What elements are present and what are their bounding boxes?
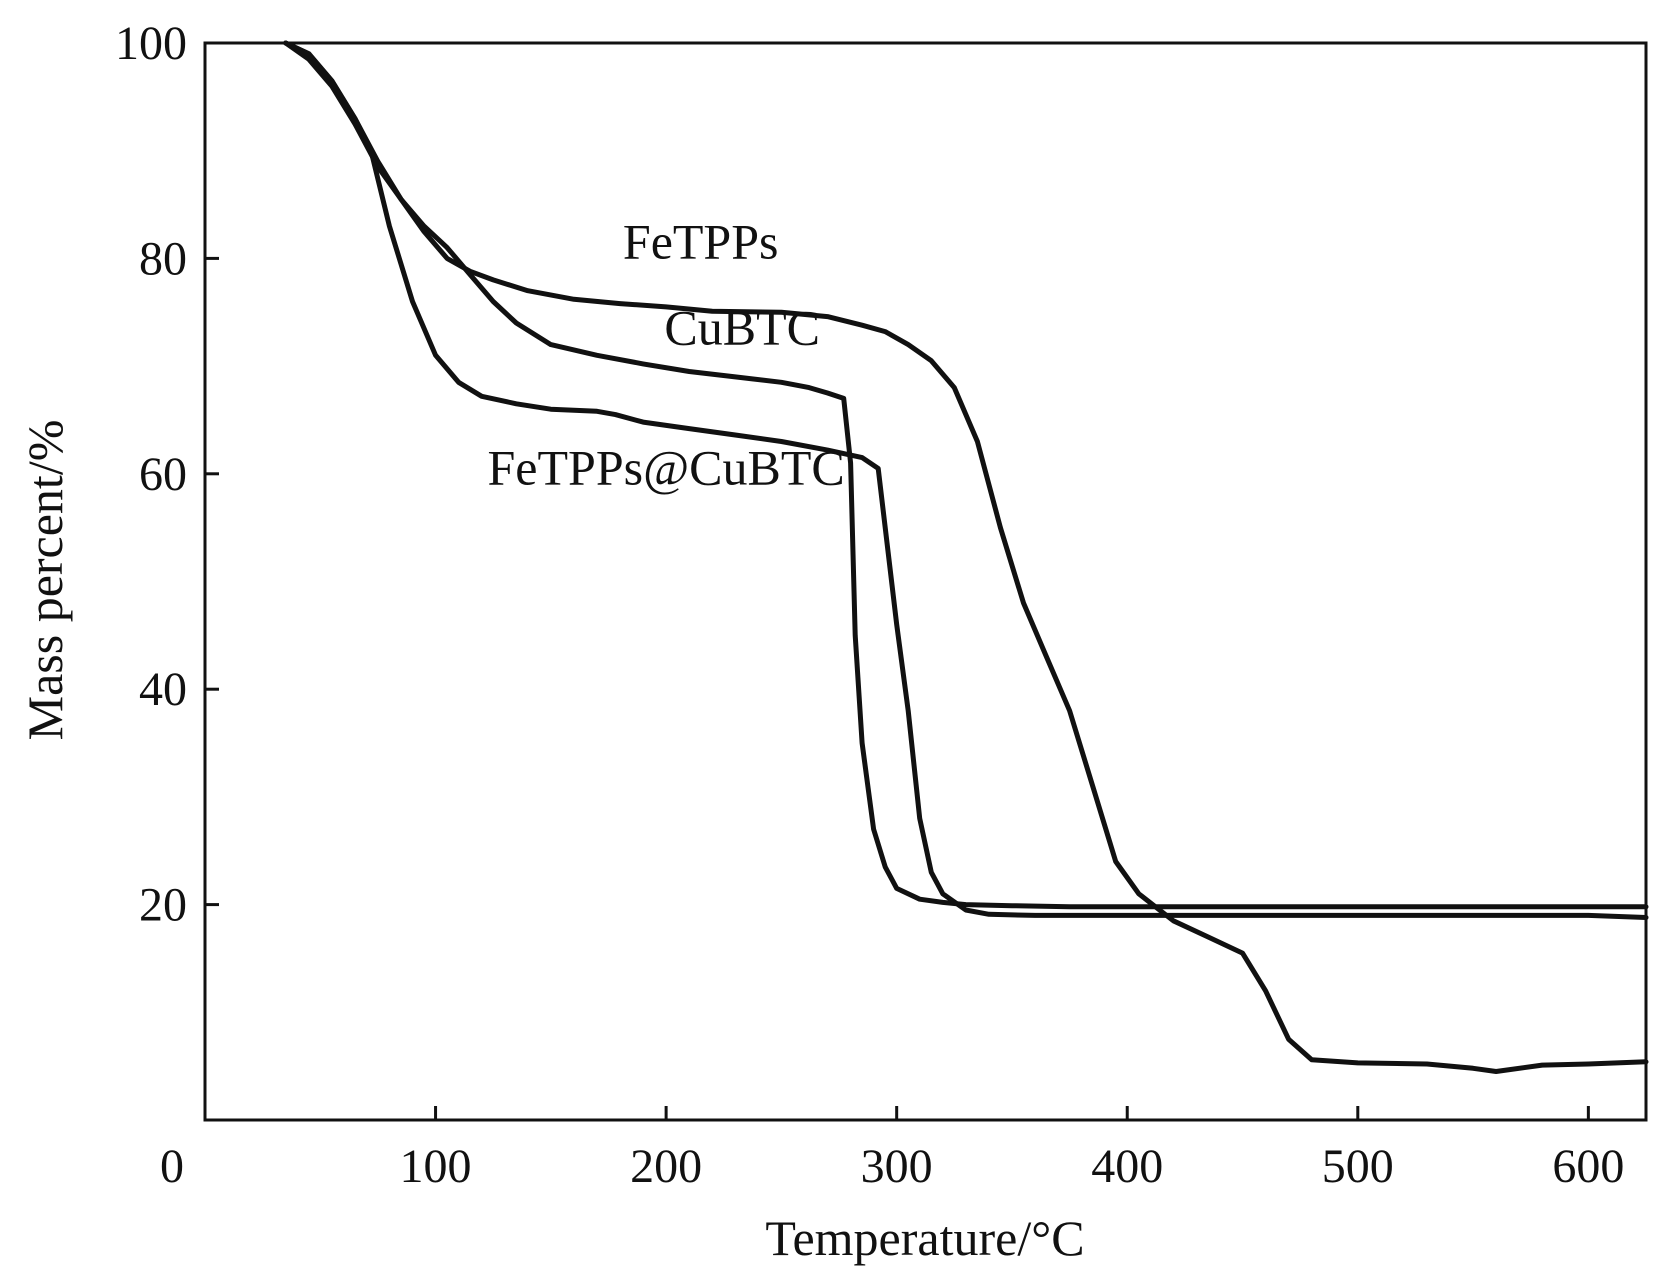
x-tick-label-200: 200 <box>630 1140 702 1193</box>
series-line-fetpps <box>283 40 1649 1074</box>
y-tick-label-40: 40 <box>139 663 187 716</box>
y-tick-label-20: 20 <box>139 879 187 932</box>
plot-frame <box>203 41 1648 1122</box>
x-tick-label-600: 600 <box>1552 1140 1624 1193</box>
y-tick-label-80: 80 <box>139 232 187 285</box>
series-line-fetpps-cubtc <box>283 40 1649 920</box>
y-axis-ticks: 20 40 60 80 100 <box>115 17 219 932</box>
y-tick-label-60: 60 <box>139 448 187 501</box>
x-tick-label-100: 100 <box>400 1140 472 1193</box>
y-tick-label-100: 100 <box>115 17 187 70</box>
series-lines <box>283 40 1649 1074</box>
x-tick-label-500: 500 <box>1322 1140 1394 1193</box>
x-axis-title: Temperature/°C <box>765 1210 1084 1266</box>
x-axis-ticks: 100 200 300 400 500 600 <box>400 1106 1624 1193</box>
series-label-fetpps-cubtc: FeTPPs@CuBTC <box>487 440 844 496</box>
x-tick-label-400: 400 <box>1091 1140 1163 1193</box>
series-labels: FeTPPs CuBTC FeTPPs@CuBTC <box>487 213 844 495</box>
x-tick-label-300: 300 <box>861 1140 933 1193</box>
series-label-cubtc: CuBTC <box>664 300 820 356</box>
series-line-cubtc <box>283 40 1649 910</box>
series-label-fetpps: FeTPPs <box>623 213 779 269</box>
y-axis-title: Mass percent/% <box>17 420 73 741</box>
origin-tick-label: 0 <box>160 1140 184 1193</box>
